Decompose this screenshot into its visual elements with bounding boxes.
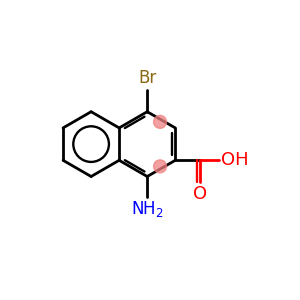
Text: OH: OH [221, 151, 248, 169]
Text: Br: Br [138, 69, 156, 87]
Text: NH$_2$: NH$_2$ [131, 199, 164, 219]
Circle shape [154, 160, 166, 173]
Text: O: O [193, 185, 207, 203]
Circle shape [154, 116, 166, 128]
